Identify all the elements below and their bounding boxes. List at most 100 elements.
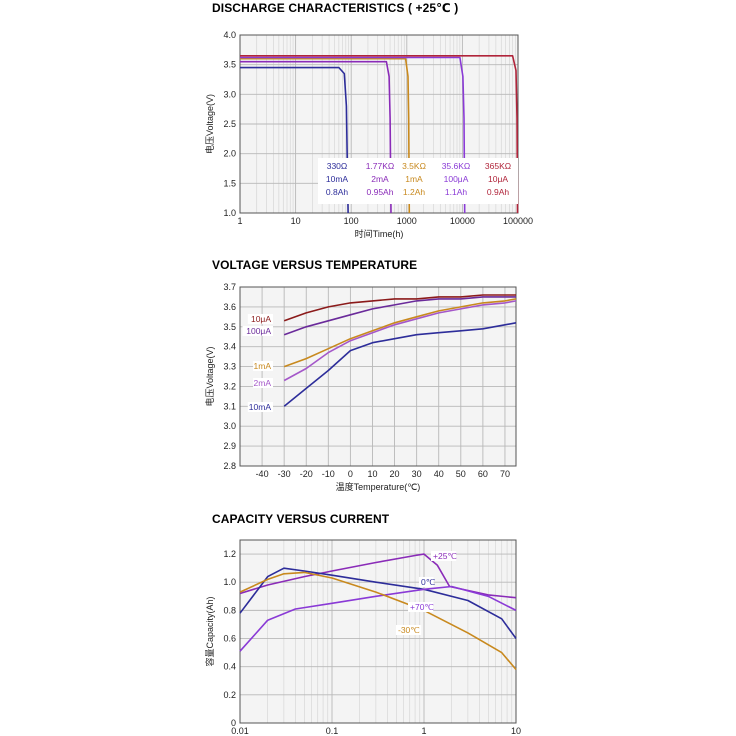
vt-x-tick-label: -10 [322,469,335,479]
cc-series-line-1 [239,567,517,639]
cc-x-tick-label: 10 [511,726,521,736]
discharge-legend-cell: 0.9Ah [487,187,509,197]
discharge-legend-cell: 2mA [371,174,389,184]
discharge-legend-cell: 0.8Ah [326,187,348,197]
cc-series-group [239,553,517,671]
cc-y-tick-label: 0.4 [223,662,236,672]
vt-y-tick-label: 3.0 [223,421,236,431]
cc-series-line-3 [239,571,517,671]
chart-title-voltage-temperature: VOLTAGE VERSUS TEMPERATURE [212,258,418,272]
vt-y-tick-label: 3.4 [223,342,236,352]
vt-series-label-bg [242,326,273,336]
discharge-x-tick-label: 10 [291,216,301,226]
discharge-series-line-1 [240,60,392,214]
cc-plot-border [239,539,517,724]
voltage-temperature-chart: -40 -30 -20 -10 0 10 20 30 40 50 60 70 2.8 2.9 3.0 3.1 3… [204,282,517,492]
discharge-series-line-0 [240,66,349,214]
discharge-chart: 1 10 100 1000 10000 100000 1.0 1.5 2.0 2.5 3.0 3.5 4… [204,30,533,239]
discharge-legend-cell: 10mA [326,174,349,184]
discharge-series-group [240,54,519,214]
discharge-y-axis-label: 电压Voltage(V) [204,94,215,154]
vt-x-tick-label: -30 [278,469,291,479]
cc-y-tick-label: 0.6 [223,634,236,644]
vt-y-tick-label: 2.9 [223,441,236,451]
vt-series-label-bg [247,314,273,324]
discharge-x-tick-label: 100 [344,216,359,226]
discharge-x-axis-label: 时间Time(h) [355,228,404,239]
vt-series-line-3 [283,300,517,382]
cc-y-tick-label: 1.2 [223,549,236,559]
vt-x-axis-label: 温度Temperature(℃) [336,481,421,492]
cc-series-label-bg [419,577,434,587]
discharge-legend-cell: 100μA [444,174,469,184]
cc-series-line-2 [239,585,517,652]
vt-series-label-bg [253,361,273,371]
cc-x-tick-label: 1 [421,726,426,736]
cc-y-tick-label: 0.8 [223,605,236,615]
cc-x-tick-label: 0.01 [231,726,249,736]
vt-x-tick-label: 20 [390,469,400,479]
discharge-y-tick-label: 2.5 [223,119,236,129]
discharge-plot-border [239,34,519,214]
discharge-legend-cell: 1.2Ah [403,187,425,197]
vt-x-tick-label: -20 [300,469,313,479]
discharge-x-tick-label: 1 [237,216,242,226]
discharge-y-tick-label: 4.0 [223,30,236,40]
vt-series-line-1 [283,296,516,336]
vt-x-tick-label: 50 [456,469,466,479]
discharge-legend-cell: 10μA [488,174,508,184]
vt-series-line-0 [283,294,516,322]
vt-series-label: 10μA [251,314,271,324]
vt-plot-border [239,286,517,467]
discharge-y-tick-label: 1.0 [223,208,236,218]
discharge-legend-cell: 365KΩ [485,161,511,171]
vt-x-tick-label: 40 [434,469,444,479]
vt-series-label-bg [253,378,273,388]
cc-y-tick-label: 0.2 [223,690,236,700]
vt-plot-area [240,287,516,466]
discharge-legend-table-bg [318,158,518,204]
vt-x-tick-label: 0 [348,469,353,479]
vt-y-tick-label: 3.1 [223,401,236,411]
vt-series-label: 2mA [254,378,272,388]
discharge-legend-cell: 330Ω [327,161,348,171]
cc-series-label: +25℃ [433,551,457,561]
vt-y-tick-label: 3.2 [223,381,236,391]
discharge-y-tick-label: 2.0 [223,149,236,159]
vt-x-tick-label: -40 [256,469,269,479]
cc-series-label-bg [396,625,422,635]
vt-x-tick-label: 30 [412,469,422,479]
vt-series-group [283,294,517,407]
discharge-legend-cell: 3.5KΩ [402,161,426,171]
vt-x-tick-label: 60 [478,469,488,479]
cc-y-tick-label: 1.0 [223,577,236,587]
discharge-x-tick-label: 100000 [503,216,533,226]
vt-series-line-4 [283,322,517,407]
vt-y-tick-label: 3.7 [223,282,236,292]
discharge-legend-cell: 1.77KΩ [366,161,395,171]
discharge-legend-cell: 1.1Ah [445,187,467,197]
vt-series-label: 1mA [254,361,272,371]
cc-plot-area [240,540,516,723]
cc-series-label: +70℃ [410,602,434,612]
vt-series-label: 10mA [249,402,272,412]
cc-series-label-bg [431,551,457,561]
discharge-series-line-2 [240,57,411,214]
chart-title-capacity-current: CAPACITY VERSUS CURRENT [212,512,390,526]
cc-series-label: 0℃ [421,577,436,587]
capacity-current-chart: 0.01 0.1 1 10 0 0.2 0.4 0.6 0.8 1.0 1.2 容量Capacity(… [204,539,521,736]
discharge-legend-cell: 0.95Ah [367,187,394,197]
discharge-y-tick-label: 3.0 [223,89,236,99]
cc-series-label: -30℃ [398,625,420,635]
discharge-y-tick-label: 1.5 [223,178,236,188]
vt-y-tick-label: 3.6 [223,302,236,312]
vt-y-tick-label: 3.3 [223,362,236,372]
vt-y-tick-label: 2.8 [223,461,236,471]
vt-series-label: 100μA [246,326,271,336]
vt-x-tick-label: 70 [500,469,510,479]
vt-series-line-2 [283,298,517,368]
vt-x-tick-label: 10 [367,469,377,479]
chart-title-discharge: DISCHARGE CHARACTERISTICS ( +25℃ ) [212,1,459,15]
discharge-series-line-3 [240,56,466,214]
vt-y-axis-label: 电压Voltage(V) [204,346,215,406]
